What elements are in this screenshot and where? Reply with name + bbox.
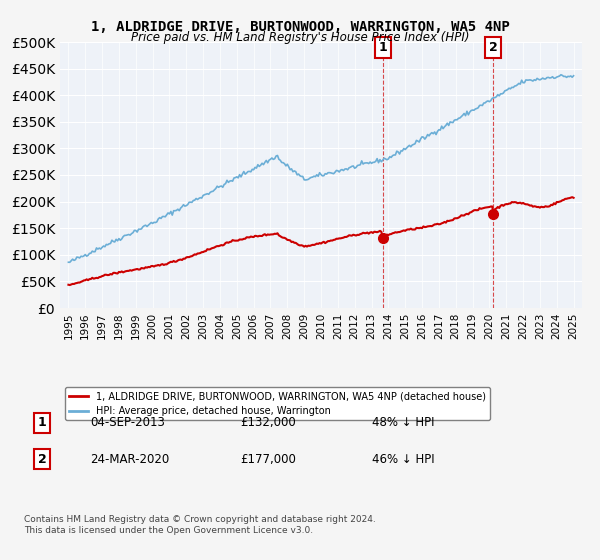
Text: 2: 2 — [489, 41, 497, 54]
Text: 1: 1 — [379, 41, 387, 54]
Text: 2: 2 — [38, 452, 46, 466]
Legend: 1, ALDRIDGE DRIVE, BURTONWOOD, WARRINGTON, WA5 4NP (detached house), HPI: Averag: 1, ALDRIDGE DRIVE, BURTONWOOD, WARRINGTO… — [65, 388, 490, 420]
Text: 48% ↓ HPI: 48% ↓ HPI — [372, 416, 434, 430]
Text: 24-MAR-2020: 24-MAR-2020 — [90, 452, 169, 466]
Text: 46% ↓ HPI: 46% ↓ HPI — [372, 452, 434, 466]
Text: Price paid vs. HM Land Registry's House Price Index (HPI): Price paid vs. HM Land Registry's House … — [131, 31, 469, 44]
Text: Contains HM Land Registry data © Crown copyright and database right 2024.
This d: Contains HM Land Registry data © Crown c… — [24, 515, 376, 535]
Text: £132,000: £132,000 — [240, 416, 296, 430]
Text: £177,000: £177,000 — [240, 452, 296, 466]
Text: 1, ALDRIDGE DRIVE, BURTONWOOD, WARRINGTON, WA5 4NP: 1, ALDRIDGE DRIVE, BURTONWOOD, WARRINGTO… — [91, 20, 509, 34]
Text: 1: 1 — [38, 416, 46, 430]
Text: 04-SEP-2013: 04-SEP-2013 — [90, 416, 165, 430]
